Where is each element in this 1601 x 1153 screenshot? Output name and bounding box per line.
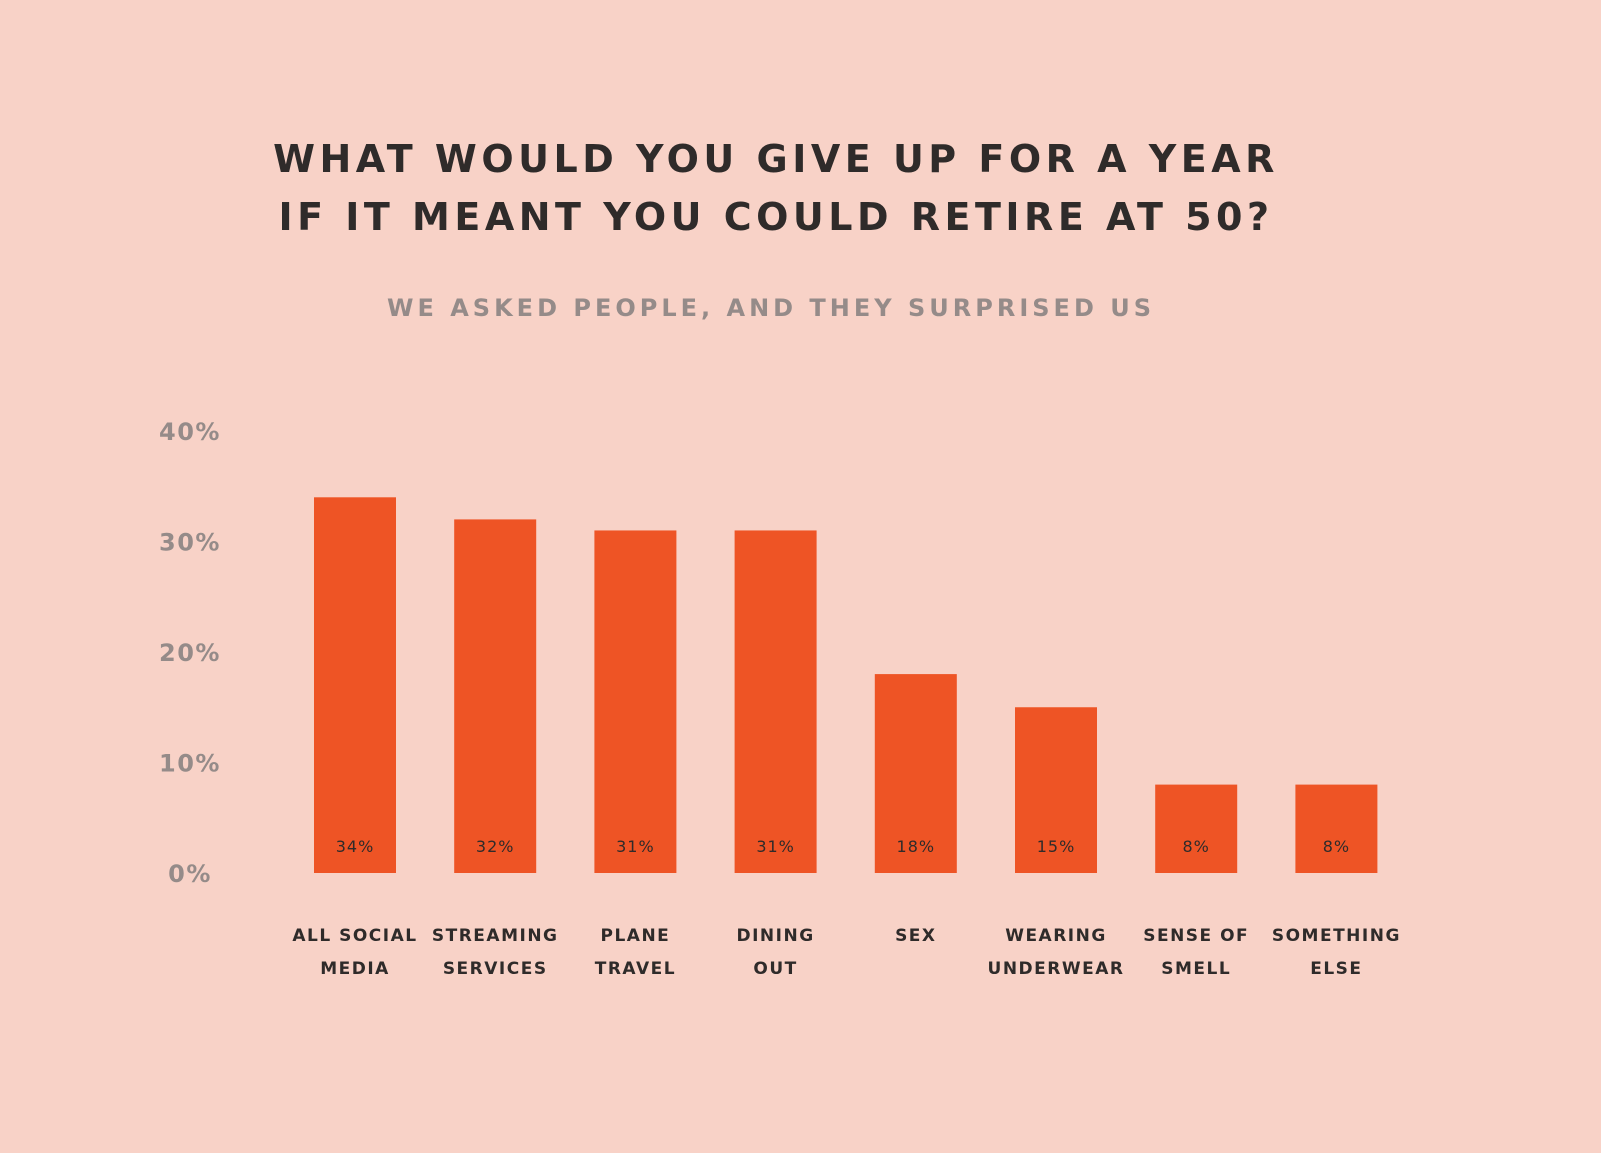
chart-subtitle: WE ASKED PEOPLE, AND THEY SURPRISED US: [387, 294, 1155, 322]
category-label: ELSE: [1310, 959, 1362, 979]
category-label: SENSE OF: [1143, 926, 1249, 946]
category-labels: ALL SOCIAL MEDIA STREAMING SERVICES PLANE TRA…: [292, 926, 1401, 979]
bars: [314, 497, 1378, 873]
bar-value-label: 34%: [336, 837, 375, 856]
category-label: ALL SOCIAL: [292, 926, 417, 946]
y-tick-label: 20%: [159, 639, 221, 667]
bar: [454, 519, 537, 873]
chart-title: WHAT WOULD YOU GIVE UP FOR A YEAR IF IT …: [0, 130, 1552, 246]
category-label: SOMETHING: [1272, 926, 1401, 946]
bar-value-label: 15%: [1037, 837, 1076, 856]
bar-value-label: 31%: [616, 837, 655, 856]
bar-value-label: 32%: [476, 837, 515, 856]
category-label: PLANE: [601, 926, 671, 946]
category-label: UNDERWEAR: [988, 959, 1125, 979]
y-tick-label: 30%: [159, 529, 221, 557]
category-label: SEX: [895, 926, 936, 946]
y-tick-label: 40%: [159, 418, 221, 446]
category-label: STREAMING: [432, 926, 559, 946]
category-label: WEARING: [1005, 926, 1107, 946]
category-label: DINING: [737, 926, 815, 946]
bar: [1015, 707, 1097, 873]
bar-value-label: 31%: [756, 837, 795, 856]
bar-value-label: 8%: [1183, 837, 1210, 856]
bar: [594, 530, 677, 873]
y-tick-label: 10%: [159, 750, 221, 778]
category-label: MEDIA: [320, 959, 390, 979]
category-label: OUT: [753, 959, 797, 979]
bar: [734, 530, 817, 873]
y-axis: 0% 10% 20% 30% 40%: [159, 418, 221, 888]
bar-value-label: 18%: [897, 837, 936, 856]
category-label: TRAVEL: [595, 959, 676, 979]
bar: [1155, 784, 1238, 873]
category-label: SMELL: [1161, 959, 1231, 979]
category-label: SERVICES: [443, 959, 548, 979]
chart-title-line-2: IF IT MEANT YOU COULD RETIRE AT 50?: [278, 195, 1274, 239]
bar: [1295, 784, 1378, 873]
chart-title-line-1: WHAT WOULD YOU GIVE UP FOR A YEAR: [273, 137, 1279, 181]
bar: [314, 497, 396, 873]
bar-value-label: 8%: [1323, 837, 1350, 856]
bar: [874, 674, 957, 873]
value-labels: 34% 32% 31% 31% 18% 15% 8% 8%: [336, 837, 1350, 856]
y-tick-label: 0%: [168, 860, 212, 888]
